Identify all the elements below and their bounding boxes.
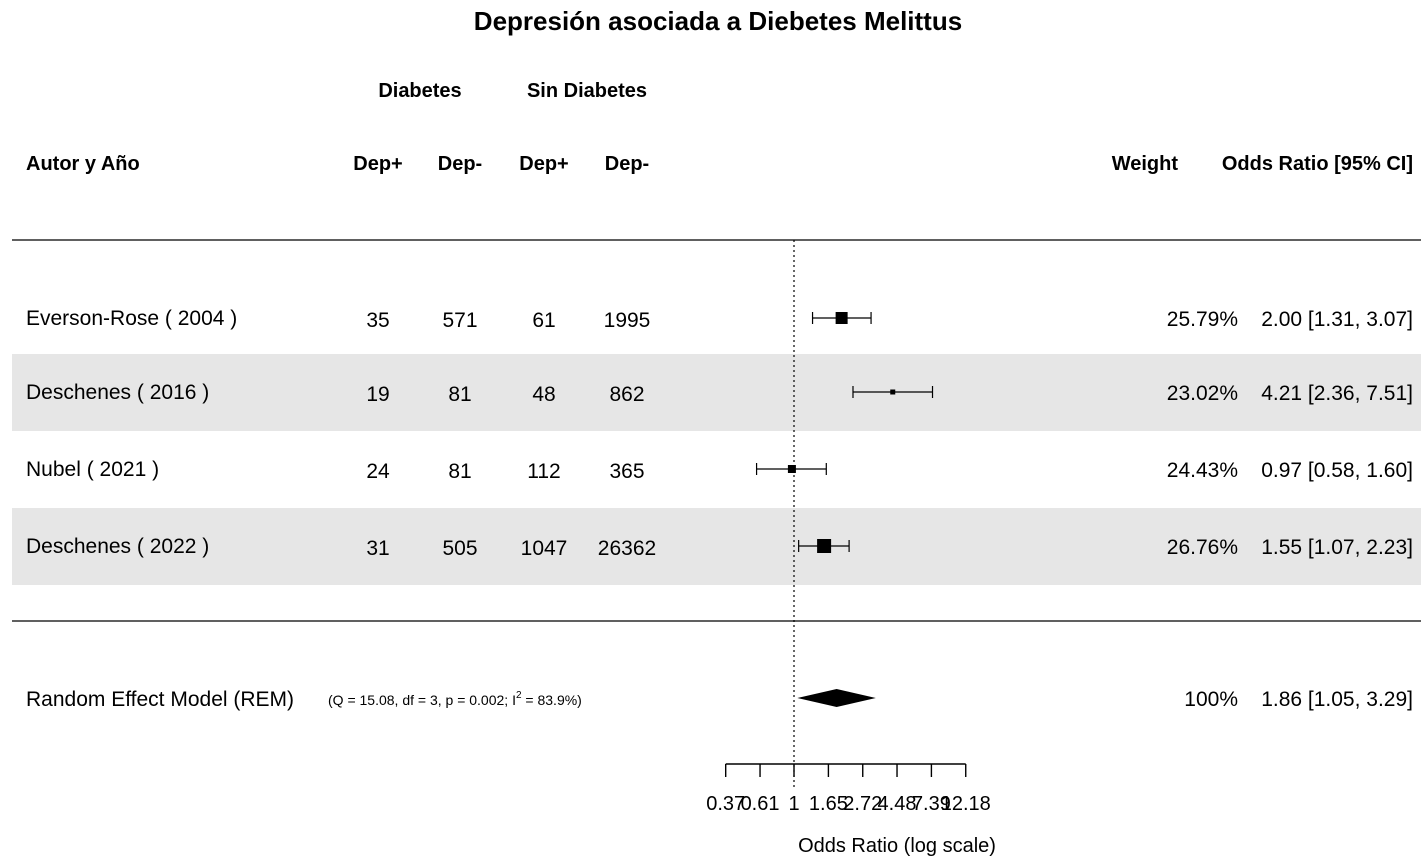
shaded-row-background: [12, 508, 1421, 585]
study-label: Deschenes ( 2022 ): [26, 535, 209, 558]
group-header-diabetes: Diabetes: [378, 80, 461, 102]
x-axis-label: Odds Ratio (log scale): [798, 835, 996, 857]
x-tick-label: 0.61: [741, 793, 780, 815]
study-label: Deschenes ( 2016 ): [26, 381, 209, 404]
effect-square: [835, 312, 848, 324]
effect-square: [787, 465, 796, 473]
study-count-dep-neg-nodiab: 1995: [604, 309, 651, 332]
study-row: Nubel ( 2021 ) 24 81 112 365 24.43% 0.97 [0.58…: [26, 458, 1413, 483]
study-weight: 24.43%: [1167, 459, 1238, 482]
study-label: Everson-Rose ( 2004 ): [26, 307, 237, 330]
group-header-sin-diabetes: Sin Diabetes: [527, 80, 647, 102]
study-count-dep-pos-diab: 31: [366, 537, 389, 560]
study-count-dep-neg-nodiab: 26362: [598, 537, 656, 560]
study-count-dep-pos-nodiab: 112: [527, 460, 560, 483]
study-weight: 23.02%: [1167, 382, 1238, 405]
column-header-study: Autor y Año: [26, 153, 140, 175]
x-tick-label: 0.37: [706, 793, 745, 815]
column-header-weight: Weight: [1112, 153, 1179, 175]
study-row: Everson-Rose ( 2004 ) 35 571 61 1995 25.79% 2.…: [26, 307, 1413, 332]
x-tick-label: 1: [788, 793, 799, 815]
study-row: Deschenes ( 2022 ) 31 505 1047 26362 26.76% 1.…: [26, 535, 1413, 560]
x-tick-label: 7.39: [912, 793, 951, 815]
effect-square: [890, 389, 896, 395]
study-count-dep-neg-diab: 571: [442, 309, 477, 332]
column-header-dep-neg-sin-diabetes: Dep-: [605, 153, 649, 175]
study-count-dep-pos-nodiab: 48: [532, 383, 555, 406]
study-count-dep-neg-nodiab: 862: [609, 383, 644, 406]
model-label: Random Effect Model (REM): [26, 688, 294, 711]
column-header-dep-pos-diabetes: Dep+: [353, 153, 402, 175]
plot-marks: [755, 240, 934, 790]
shaded-row-background: [12, 354, 1421, 431]
study-count-dep-neg-diab: 81: [448, 383, 471, 406]
study-odds-ratio: 1.55 [1.07, 2.23]: [1261, 536, 1413, 559]
study-count-dep-pos-diab: 24: [366, 460, 390, 483]
column-header-dep-neg-diabetes: Dep-: [438, 153, 482, 175]
x-tick-label: 4.48: [878, 793, 917, 815]
study-weight: 25.79%: [1167, 308, 1238, 331]
model-weight: 100%: [1184, 688, 1238, 711]
study-count-dep-neg-nodiab: 365: [609, 460, 644, 483]
study-odds-ratio: 4.21 [2.36, 7.51]: [1261, 382, 1413, 405]
x-tick-label: 2.72: [843, 793, 882, 815]
summary-diamond: [797, 689, 876, 707]
study-odds-ratio: 2.00 [1.31, 3.07]: [1261, 308, 1413, 331]
model-odds-ratio: 1.86 [1.05, 3.29]: [1261, 688, 1413, 711]
study-weight: 26.76%: [1167, 536, 1238, 559]
study-row: Deschenes ( 2016 ) 19 81 48 862 23.02% 4.21 [2…: [26, 381, 1413, 406]
study-odds-ratio: 0.97 [0.58, 1.60]: [1261, 459, 1413, 482]
study-count-dep-neg-diab: 81: [448, 460, 471, 483]
study-count-dep-pos-nodiab: 61: [532, 309, 555, 332]
study-count-dep-pos-diab: 19: [366, 383, 389, 406]
column-header-dep-pos-sin-diabetes: Dep+: [519, 153, 568, 175]
chart-title: Depresión asociada a Diebetes Melittus: [474, 6, 962, 36]
x-tick-label: 1.65: [809, 793, 848, 815]
model-stats: (Q = 15.08, df = 3, p = 0.002; I2 = 83.9…: [328, 690, 582, 708]
study-count-dep-pos-diab: 35: [366, 309, 389, 332]
study-count-dep-neg-diab: 505: [442, 537, 477, 560]
row-backgrounds: [12, 354, 1421, 585]
effect-square: [817, 539, 832, 553]
x-tick-label: 12.18: [941, 793, 991, 815]
column-header-odds-ratio: Odds Ratio [95% CI]: [1222, 153, 1413, 175]
study-rows: Everson-Rose ( 2004 ) 35 571 61 1995 25.79% 2.…: [26, 307, 1413, 560]
study-count-dep-pos-nodiab: 1047: [521, 537, 568, 560]
study-label: Nubel ( 2021 ): [26, 458, 159, 481]
